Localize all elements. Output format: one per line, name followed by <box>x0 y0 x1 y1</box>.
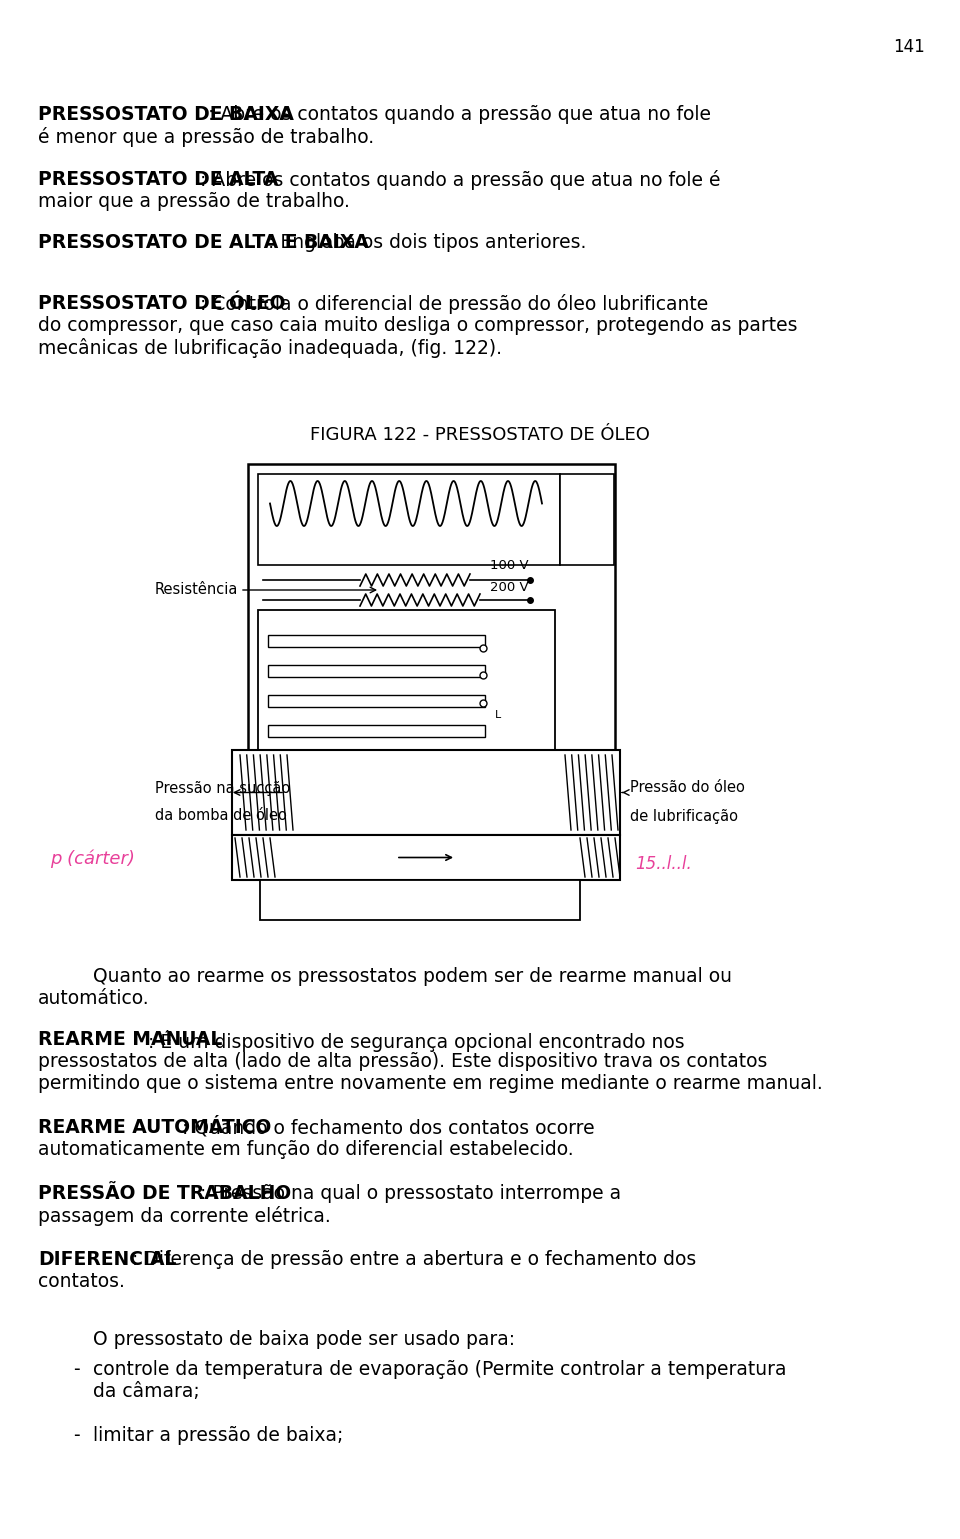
Text: 200 V: 200 V <box>490 582 529 594</box>
Text: é menor que a pressão de trabalho.: é menor que a pressão de trabalho. <box>38 128 374 148</box>
Bar <box>232 836 620 880</box>
Bar <box>260 880 580 920</box>
Text: : Controla o diferencial de pressão do óleo lubrificante: : Controla o diferencial de pressão do ó… <box>200 294 708 314</box>
Text: controle da temperatura de evaporação (Permite controlar a temperatura: controle da temperatura de evaporação (P… <box>93 1360 786 1379</box>
Text: : Engloba os dois tipos anteriores.: : Engloba os dois tipos anteriores. <box>268 232 586 252</box>
Text: de lubrificação: de lubrificação <box>630 808 738 823</box>
Text: : Abre os contatos quando a pressão que atua no fole: : Abre os contatos quando a pressão que … <box>208 105 711 125</box>
Text: REARME MANUAL: REARME MANUAL <box>38 1030 223 1050</box>
Text: permitindo que o sistema entre novamente em regime mediante o rearme manual.: permitindo que o sistema entre novamente… <box>38 1074 823 1093</box>
Text: O pressostato de baixa pode ser usado para:: O pressostato de baixa pode ser usado pa… <box>93 1330 516 1350</box>
Text: automaticamente em função do diferencial estabelecido.: automaticamente em função do diferencial… <box>38 1140 574 1159</box>
Bar <box>268 696 485 706</box>
Text: 1: 1 <box>605 751 612 765</box>
Text: do compressor, que caso caia muito desliga o compressor, protegendo as partes: do compressor, que caso caia muito desli… <box>38 315 798 336</box>
Text: p (cárter): p (cárter) <box>50 850 134 868</box>
Text: PRESSOSTATO DE ÓLEO: PRESSOSTATO DE ÓLEO <box>38 294 285 312</box>
Text: PRESSOSTATO DE BAIXA: PRESSOSTATO DE BAIXA <box>38 105 294 125</box>
Text: Pressão do óleo: Pressão do óleo <box>630 780 745 796</box>
Text: PRESSOSTATO DE ALTA: PRESSOSTATO DE ALTA <box>38 169 278 189</box>
Bar <box>268 725 485 737</box>
Text: PRESSOSTATO DE ALTA E BAIXA: PRESSOSTATO DE ALTA E BAIXA <box>38 232 369 252</box>
Text: limitar a pressão de baixa;: limitar a pressão de baixa; <box>93 1427 344 1445</box>
Text: Quanto ao rearme os pressostatos podem ser de rearme manual ou: Quanto ao rearme os pressostatos podem s… <box>93 966 732 986</box>
Text: da bomba de óleo: da bomba de óleo <box>155 808 287 823</box>
Text: : É um dispositivo de segurança opcional encontrado nos: : É um dispositivo de segurança opcional… <box>149 1030 685 1053</box>
Text: automático.: automático. <box>38 990 150 1008</box>
Text: : Abre os contatos quando a pressão que atua no fole é: : Abre os contatos quando a pressão que … <box>200 169 720 189</box>
Text: : Quando o fechamento dos contatos ocorre: : Quando o fechamento dos contatos ocorr… <box>182 1117 595 1137</box>
Text: Pressão na sucção: Pressão na sucção <box>155 780 290 796</box>
Text: 15..l..l.: 15..l..l. <box>635 856 692 873</box>
Text: 141: 141 <box>893 38 925 55</box>
Text: 2: 2 <box>605 783 612 797</box>
Bar <box>268 665 485 677</box>
Text: PRESSÃO DE TRABALHO: PRESSÃO DE TRABALHO <box>38 1183 291 1203</box>
Text: Resistência: Resistência <box>155 582 238 597</box>
Text: : Diferença de pressão entre a abertura e o fechamento dos: : Diferença de pressão entre a abertura … <box>132 1250 696 1270</box>
Text: L: L <box>495 709 501 720</box>
Text: : Pressão na qual o pressostato interrompe a: : Pressão na qual o pressostato interrom… <box>200 1183 620 1203</box>
Text: 100 V: 100 V <box>490 559 529 573</box>
Text: DIFERENCIAL: DIFERENCIAL <box>38 1250 177 1270</box>
Text: da câmara;: da câmara; <box>93 1382 200 1400</box>
Text: -: - <box>73 1360 80 1379</box>
Text: FIGURA 122 - PRESSOSTATO DE ÓLEO: FIGURA 122 - PRESSOSTATO DE ÓLEO <box>310 426 650 443</box>
Text: REARME AUTOMÁTICO: REARME AUTOMÁTICO <box>38 1117 272 1137</box>
Bar <box>258 609 555 749</box>
Bar <box>232 749 620 836</box>
Bar <box>560 474 614 565</box>
Text: contatos.: contatos. <box>38 1273 125 1291</box>
Bar <box>258 474 560 565</box>
Text: maior que a pressão de trabalho.: maior que a pressão de trabalho. <box>38 192 349 211</box>
Text: pressostatos de alta (lado de alta pressão). Este dispositivo trava os contatos: pressostatos de alta (lado de alta press… <box>38 1053 767 1071</box>
Text: mecânicas de lubrificação inadequada, (fig. 122).: mecânicas de lubrificação inadequada, (f… <box>38 339 502 359</box>
Bar <box>248 463 615 836</box>
Bar <box>268 636 485 646</box>
Text: -: - <box>73 1427 80 1445</box>
Text: passagem da corrente elétrica.: passagem da corrente elétrica. <box>38 1207 331 1227</box>
